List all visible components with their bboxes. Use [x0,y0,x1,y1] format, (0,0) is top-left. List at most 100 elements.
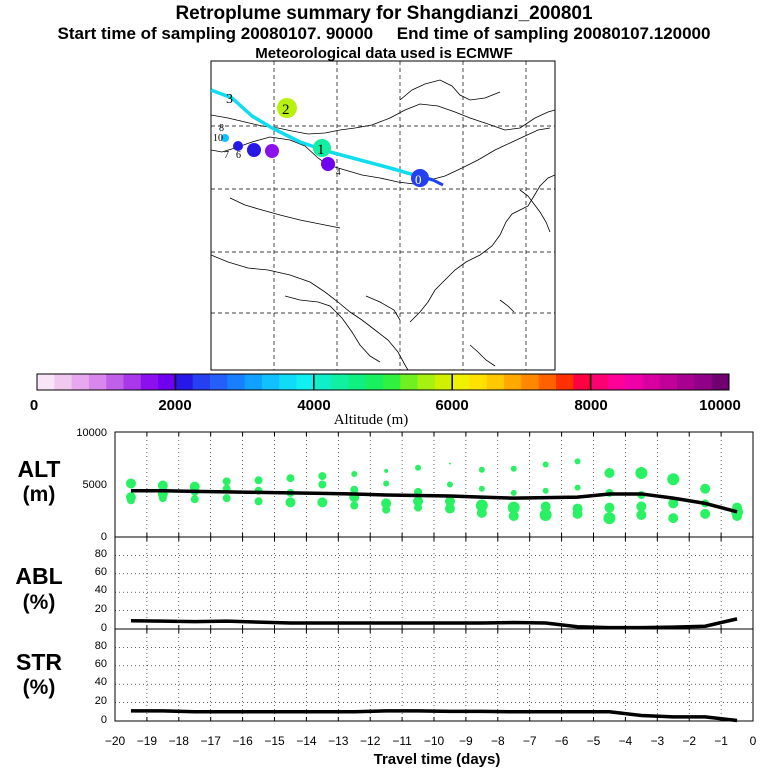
alt-plume-dot-8-3 [382,505,391,514]
plume-cluster-9 [221,134,229,142]
colorbar-swatch-21 [400,374,419,390]
colorbar-swatch-37 [677,374,695,390]
track-labels: 3 2 1 0 8 10 7 6 4 [213,92,422,187]
alt-plume-dot-12-2 [507,501,520,514]
alt-plume-dot-9-2 [413,496,424,507]
alt-plume-dot-8-2 [381,498,392,509]
alt-panel: 10000 5000 0 ALT (m) [17,427,754,543]
colorbar-swatch-29 [538,374,557,390]
colorbar-swatch-38 [694,374,713,390]
colorbar-swatch-35 [642,374,661,390]
end-time-label: End time of sampling 20080107.120000 [396,24,711,43]
abl-y-ticks: 80 60 40 20 0 [95,548,107,634]
track-label-1: 1 [317,142,325,158]
plume-cluster-5 [265,144,279,158]
x-tick-1: −19 [137,734,158,748]
alt-plume-dot-15-2 [604,502,615,513]
colorbar-swatch-15 [296,374,315,390]
colorbar-swatch-36 [659,374,678,390]
track-label-10: 10 [213,133,223,144]
alt-y-ticks: 10000 5000 0 [76,427,107,543]
x-tick-5: −15 [264,734,285,748]
colorbar-swatch-13 [261,374,280,390]
colorbar-swatch-22 [417,374,436,390]
alt-plume-dot-13-0 [542,461,549,468]
colorbar-tick-10000: 10000 [699,397,741,414]
x-tick-4: −16 [232,734,253,748]
alt-tick-10000: 10000 [76,427,107,439]
colorbar-swatch-1 [54,374,73,390]
alt-plume-dot-19-2 [732,511,743,521]
alt-plume-dot-10-1 [446,481,453,488]
str-y-ticks: 80 60 40 20 0 [95,640,107,726]
alt-plume-dot-15-3 [603,512,616,525]
colorbar-tick-8000: 8000 [574,397,607,414]
alt-plume-dot-10-3 [444,503,455,514]
alt-plume-dot-3-2 [222,494,231,503]
colorbar-swatch-31 [573,374,592,390]
colorbar-swatch-18 [348,374,367,390]
x-tick-19: −1 [714,734,728,748]
alt-plume-dot-14-1 [574,484,581,491]
colorbar-dividers [174,374,592,390]
alt-plume-dot-6-1 [318,480,327,489]
alt-plume-dot-11-3 [476,507,487,518]
alt-plume-dot-14-3 [572,508,583,519]
colorbar-swatch-27 [504,374,522,390]
alt-plume-dot-12-1 [510,489,517,496]
alt-plume-dot-16-0 [635,466,648,479]
alt-plume-dot-14-0 [574,458,581,465]
x-tick-15: −5 [587,734,601,748]
map-frame [210,60,556,371]
alt-tick-5000: 5000 [83,479,107,491]
alt-plume-dot-13-2 [540,501,551,512]
alt-plume-dot-10-0 [448,462,451,465]
colorbar-swatch-16 [313,374,332,390]
x-tick-3: −17 [201,734,222,748]
abl-tick-20: 20 [95,603,107,615]
track-label-2: 2 [282,102,290,118]
alt-plume-dot-18-2 [700,508,711,519]
colorbar-swatches [37,374,730,390]
plume-cluster-1 [313,139,331,157]
alt-plume-dot-17-1 [668,498,679,509]
str-panel-frame [114,628,754,722]
x-tick-11: −9 [459,734,473,748]
alt-plume-dot-9-3 [414,503,423,512]
track-label-7: 7 [224,150,229,161]
x-tick-17: −3 [650,734,664,748]
colorbar-tick-labels: 0 2000 4000 6000 8000 10000 [30,397,741,414]
str-label: STR [16,649,62,675]
alt-plume-dot-5-0 [286,474,295,483]
str-panel: 80 60 40 20 0 STR (%) [16,628,754,726]
x-axis: −20 −19 −18 −17 −16 −15 −14 −13 −12 −11 −10 −9 −8 −7−… [105,734,757,768]
plume-cluster-1b [321,157,335,171]
colorbar-tick-2000: 2000 [158,397,191,414]
colorbar-swatch-20 [383,374,401,390]
x-tick-12: −8 [491,734,505,748]
alt-plume-dot-12-3 [508,511,519,521]
start-time-label: Start time of sampling 20080107. 90000 [57,24,374,43]
track-label-4: 4 [336,167,341,177]
x-tick-labels: −20 −19 −18 −17 −16 −15 −14 −13 −12 −11 −10 −9 −8 −7−… [105,734,757,748]
plume-cluster-7 [233,141,243,151]
x-tick-10: −10 [424,734,445,748]
str-tick-40: 40 [95,676,107,688]
alt-plume-dot-0-0 [125,478,136,489]
x-tick-8: −12 [360,734,381,748]
alt-plume-dot-8-0 [384,468,389,473]
colorbar-frame [36,373,730,391]
alt-plume-dot-12-0 [510,465,517,472]
colorbar-swatch-23 [434,374,453,390]
colorbar-swatch-12 [244,374,263,390]
plume-cluster-2 [277,98,297,118]
colorbar-swatch-5 [123,374,142,390]
x-tick-0: −20 [105,734,126,748]
track-label-3: 3 [226,92,233,107]
colorbar-title: Altitude (m) [334,412,409,428]
abl-tick-60: 60 [95,566,107,578]
x-tick-14: −6 [555,734,569,748]
colorbar-swatch-3 [88,374,107,390]
alt-plume-dot-5-2 [285,497,296,508]
map-graticule [211,61,555,370]
